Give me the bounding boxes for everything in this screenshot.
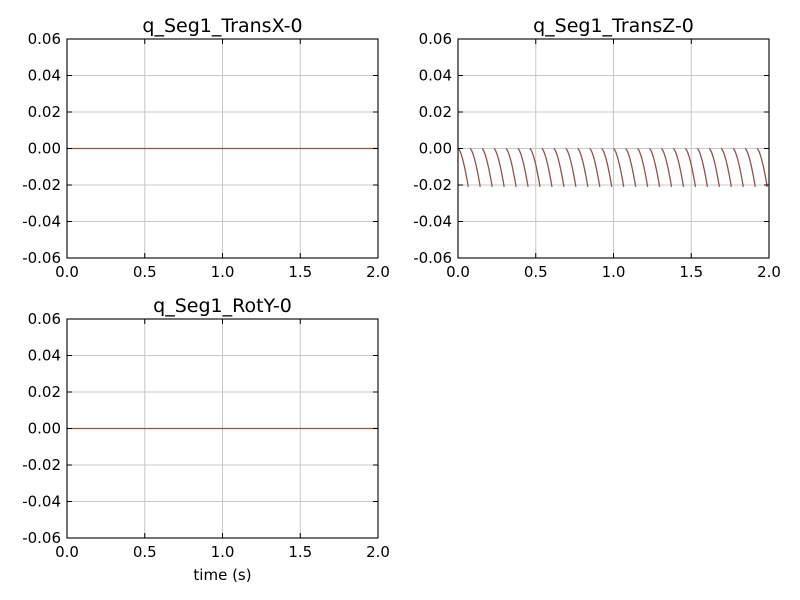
chart-title: q_Seg1_RotY-0 bbox=[153, 295, 292, 317]
y-tick-label: -0.02 bbox=[22, 176, 61, 194]
x-tick-label: 0.0 bbox=[55, 263, 79, 281]
x-tick-label: 2.0 bbox=[757, 263, 781, 281]
pattern-curve bbox=[553, 147, 565, 187]
pattern-curve bbox=[637, 147, 649, 187]
x-tick-label: 1.0 bbox=[211, 543, 235, 561]
pattern-curve bbox=[684, 147, 697, 187]
x-tick-label: 0.0 bbox=[55, 543, 79, 561]
x-axis-label: time (s) bbox=[193, 566, 251, 584]
y-tick-label: 0.00 bbox=[28, 140, 61, 158]
y-tick-label: 0.00 bbox=[419, 140, 452, 158]
y-tick-label: -0.06 bbox=[22, 249, 61, 267]
pattern-curve bbox=[660, 147, 673, 187]
pattern-curve bbox=[601, 147, 613, 187]
x-tick-label: 1.0 bbox=[602, 263, 626, 281]
y-tick-label: -0.04 bbox=[413, 213, 452, 231]
y-tick-label: 0.02 bbox=[419, 103, 452, 121]
pattern-curve bbox=[696, 147, 709, 187]
pattern-curve bbox=[577, 147, 589, 187]
chart-title: q_Seg1_TransX-0 bbox=[142, 15, 302, 37]
pattern-curve bbox=[613, 147, 625, 187]
pattern-curve bbox=[541, 147, 553, 187]
pattern-curve bbox=[708, 147, 721, 187]
pattern-curve bbox=[744, 147, 756, 187]
pattern-curve bbox=[732, 147, 744, 187]
pattern-curve bbox=[529, 147, 541, 187]
chart-title: q_Seg1_TransZ-0 bbox=[533, 15, 694, 37]
pattern-curve bbox=[649, 147, 661, 187]
pattern-curve bbox=[589, 147, 601, 187]
y-tick-label: -0.02 bbox=[413, 176, 452, 194]
pattern-curve bbox=[565, 147, 577, 187]
y-tick-label: 0.02 bbox=[28, 383, 61, 401]
subplot-1: 0.0 0.5 1.0 1.5 2.0 0.06 0.04 0.02 0.00 -0.02 -0.0… bbox=[22, 15, 390, 281]
y-tick-label: 0.04 bbox=[28, 347, 61, 365]
y-tick-label: 0.06 bbox=[28, 30, 61, 48]
x-tick-label: 2.0 bbox=[366, 543, 390, 561]
x-tick-label: 1.5 bbox=[288, 543, 312, 561]
subplot-3: 0.0 0.5 1.0 1.5 2.0 0.06 0.04 0.02 0.00 -0.02 -0.0… bbox=[22, 295, 390, 584]
curve-group bbox=[458, 147, 768, 187]
x-tick-label: 0.5 bbox=[524, 263, 548, 281]
pattern-curve bbox=[481, 147, 493, 187]
pattern-curve bbox=[756, 147, 768, 187]
y-tick-label: -0.04 bbox=[22, 493, 61, 511]
y-tick-label: 0.06 bbox=[419, 30, 452, 48]
x-tick-label: 0.0 bbox=[446, 263, 470, 281]
x-tick-label: 1.5 bbox=[679, 263, 703, 281]
y-tick-label: 0.06 bbox=[28, 310, 61, 328]
pattern-curve bbox=[720, 147, 732, 187]
y-tick-label: 0.00 bbox=[28, 420, 61, 438]
pattern-curve bbox=[458, 147, 469, 187]
pattern-curve bbox=[517, 147, 529, 187]
x-tick-label: 1.0 bbox=[211, 263, 235, 281]
y-tick-label: -0.06 bbox=[413, 249, 452, 267]
x-tick-label: 1.5 bbox=[288, 263, 312, 281]
x-tick-label: 0.5 bbox=[133, 543, 157, 561]
pattern-curve bbox=[493, 147, 505, 187]
pattern-curve bbox=[625, 147, 637, 187]
y-tick-label: 0.04 bbox=[28, 67, 61, 85]
y-tick-label: -0.06 bbox=[22, 529, 61, 547]
y-tick-label: 0.02 bbox=[28, 103, 61, 121]
y-tick-label: -0.04 bbox=[22, 213, 61, 231]
subplot-2: 0.0 0.5 1.0 1.5 2.0 0.06 0.04 0.02 0.00 -0.02 -0.0… bbox=[413, 15, 781, 281]
x-tick-label: 2.0 bbox=[366, 263, 390, 281]
pattern-curve bbox=[469, 147, 481, 187]
y-tick-label: -0.02 bbox=[22, 456, 61, 474]
pattern-curve bbox=[505, 147, 517, 187]
x-tick-label: 0.5 bbox=[133, 263, 157, 281]
pattern-curve bbox=[672, 147, 685, 187]
y-tick-label: 0.04 bbox=[419, 67, 452, 85]
